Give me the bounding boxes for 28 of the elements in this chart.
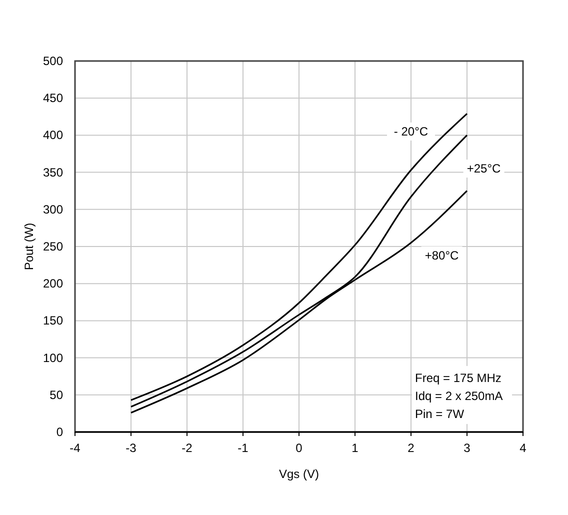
annotation: Idq = 2 x 250mA — [415, 389, 503, 403]
x-tick-label: -4 — [70, 441, 81, 455]
annotation: Freq = 175 MHz — [415, 371, 502, 385]
y-tick-label: 300 — [42, 202, 64, 216]
x-tick-label: -1 — [238, 441, 249, 455]
y-tick-label: 250 — [42, 240, 64, 254]
x-tick-label: 4 — [520, 441, 527, 455]
y-axis-title: Pout (W) — [22, 222, 36, 270]
x-tick-label: 0 — [296, 441, 303, 455]
y-tick-label: 450 — [42, 91, 64, 106]
x-tick-label: -2 — [182, 441, 193, 455]
y-tick-label: 500 — [42, 54, 64, 68]
series-label: +25°C — [466, 162, 502, 176]
y-tick-label: 100 — [42, 350, 64, 365]
y-tick-label: 350 — [42, 165, 64, 180]
y-tick-label: 200 — [42, 276, 64, 291]
y-tick-label: 400 — [42, 128, 64, 142]
x-axis-title: Vgs (V) — [278, 467, 320, 481]
series-label: +80°C — [424, 248, 460, 262]
y-tick-label: 150 — [42, 314, 64, 328]
y-tick-label: 0 — [56, 425, 64, 439]
series-label: - 20°C — [394, 124, 428, 138]
x-tick-label: 2 — [408, 441, 415, 455]
x-tick-label: 3 — [464, 441, 471, 455]
y-tick-label: 50 — [50, 388, 64, 402]
annotation: Pin = 7W — [415, 407, 465, 421]
x-tick-label: 1 — [352, 441, 359, 455]
x-tick-label: -3 — [126, 441, 137, 455]
